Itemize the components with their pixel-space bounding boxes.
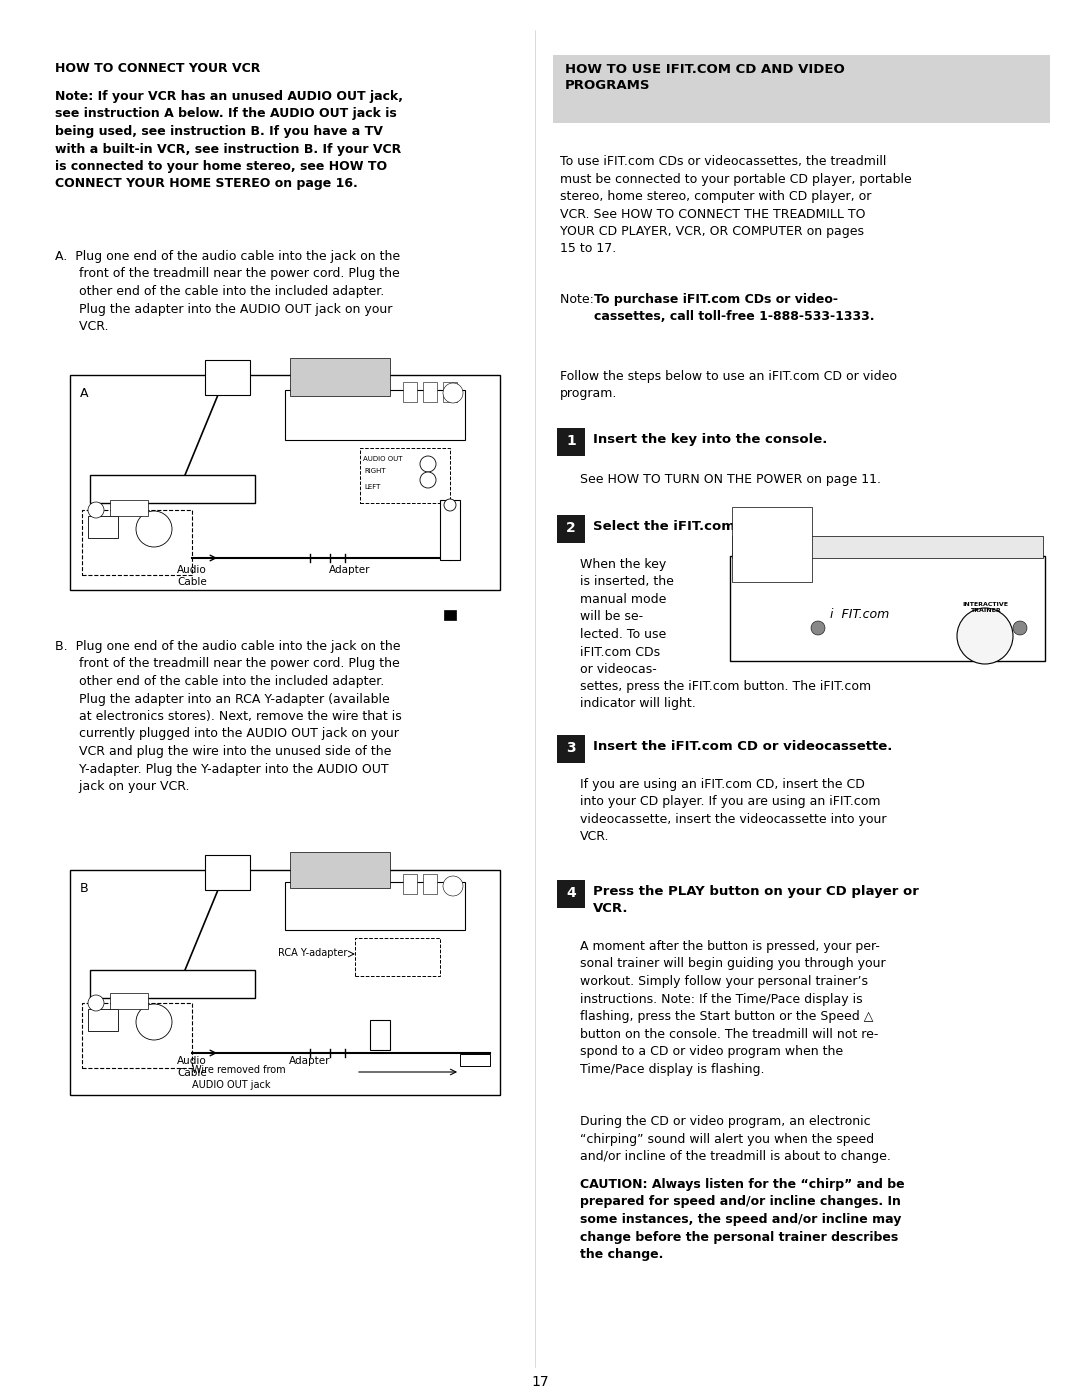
Text: Press the PLAY button on your CD player or
VCR.: Press the PLAY button on your CD player … bbox=[593, 886, 919, 915]
Text: Note: If your VCR has an unused AUDIO OUT jack,
see instruction A below. If the : Note: If your VCR has an unused AUDIO OU… bbox=[55, 89, 403, 190]
Text: 3: 3 bbox=[566, 740, 576, 754]
Text: A.  Plug one end of the audio cable into the jack on the
      front of the trea: A. Plug one end of the audio cable into … bbox=[55, 250, 400, 332]
Bar bbox=[355, 937, 440, 977]
Text: When the key
is inserted, the
manual mode
will be se-
lected. To use
iFIT.com CD: When the key is inserted, the manual mod… bbox=[580, 557, 674, 676]
Bar bbox=[90, 970, 255, 997]
Bar bbox=[291, 852, 390, 888]
Bar bbox=[370, 1020, 390, 1051]
Text: See HOW TO TURN ON THE POWER on page 11.: See HOW TO TURN ON THE POWER on page 11. bbox=[580, 474, 881, 486]
Bar bbox=[557, 427, 585, 455]
Text: B.  Plug one end of the audio cable into the jack on the
      front of the trea: B. Plug one end of the audio cable into … bbox=[55, 640, 402, 793]
Circle shape bbox=[811, 622, 825, 636]
Bar bbox=[360, 448, 450, 503]
Text: A moment after the button is pressed, your per-
sonal trainer will begin guiding: A moment after the button is pressed, yo… bbox=[580, 940, 886, 1076]
Bar bbox=[732, 507, 812, 583]
Bar bbox=[87, 515, 118, 538]
Bar bbox=[732, 536, 1043, 557]
Circle shape bbox=[136, 511, 172, 548]
Bar bbox=[440, 500, 460, 560]
Text: LEFT: LEFT bbox=[364, 483, 380, 490]
Text: During the CD or video program, an electronic
“chirping” sound will alert you wh: During the CD or video program, an elect… bbox=[580, 1115, 891, 1162]
Bar bbox=[70, 870, 500, 1095]
Text: Select the iFIT.com mode.: Select the iFIT.com mode. bbox=[593, 520, 786, 534]
Bar bbox=[553, 54, 1050, 123]
Circle shape bbox=[136, 1004, 172, 1039]
Circle shape bbox=[957, 608, 1013, 664]
Bar bbox=[403, 875, 417, 894]
Text: A: A bbox=[80, 387, 89, 400]
Text: Note:: Note: bbox=[561, 293, 598, 306]
Circle shape bbox=[420, 472, 436, 488]
Circle shape bbox=[443, 383, 463, 402]
Text: Follow the steps below to use an iFIT.com CD or video
program.: Follow the steps below to use an iFIT.co… bbox=[561, 370, 897, 401]
Bar bbox=[70, 374, 500, 590]
Circle shape bbox=[87, 995, 104, 1011]
Text: If you are using an iFIT.com CD, insert the CD
into your CD player. If you are u: If you are using an iFIT.com CD, insert … bbox=[580, 778, 887, 844]
Circle shape bbox=[420, 455, 436, 472]
Bar bbox=[205, 360, 249, 395]
Bar bbox=[730, 556, 1045, 661]
Text: CAUTION: Always listen for the “chirp” and be
prepared for speed and/or incline : CAUTION: Always listen for the “chirp” a… bbox=[580, 1178, 905, 1261]
Text: i  FIT.com: i FIT.com bbox=[831, 608, 889, 622]
Text: AUDIO OUT: AUDIO OUT bbox=[363, 455, 403, 462]
Text: Adapter: Adapter bbox=[329, 564, 370, 576]
Bar bbox=[285, 390, 465, 440]
Text: Adapter: Adapter bbox=[289, 1056, 330, 1066]
Text: 1: 1 bbox=[566, 434, 576, 448]
Text: To use iFIT.com CDs or videocassettes, the treadmill
must be connected to your p: To use iFIT.com CDs or videocassettes, t… bbox=[561, 155, 912, 256]
Circle shape bbox=[444, 499, 456, 511]
Text: HOW TO USE IFIT.COM CD AND VIDEO
PROGRAMS: HOW TO USE IFIT.COM CD AND VIDEO PROGRAM… bbox=[565, 63, 845, 92]
Bar bbox=[443, 381, 457, 402]
Bar bbox=[557, 735, 585, 763]
Bar bbox=[87, 1009, 118, 1031]
Bar bbox=[110, 993, 148, 1009]
Bar bbox=[423, 381, 437, 402]
Circle shape bbox=[1013, 622, 1027, 636]
Circle shape bbox=[87, 502, 104, 518]
Bar bbox=[285, 882, 465, 930]
Text: Audio
Cable: Audio Cable bbox=[177, 564, 207, 587]
Text: INTERACTIVE
TRAINER: INTERACTIVE TRAINER bbox=[962, 602, 1008, 613]
Bar bbox=[82, 510, 192, 576]
Text: 4: 4 bbox=[566, 886, 576, 900]
Text: 17: 17 bbox=[531, 1375, 549, 1389]
Text: B: B bbox=[80, 882, 89, 895]
Text: 2: 2 bbox=[566, 521, 576, 535]
Text: Insert the key into the console.: Insert the key into the console. bbox=[593, 433, 827, 446]
Text: Audio
Cable: Audio Cable bbox=[177, 1056, 207, 1077]
Bar bbox=[460, 1053, 490, 1066]
Text: Insert the iFIT.com CD or videocassette.: Insert the iFIT.com CD or videocassette. bbox=[593, 740, 892, 753]
Circle shape bbox=[443, 876, 463, 895]
Text: To purchase iFIT.com CDs or video-
cassettes, call toll-free 1-888-533-1333.: To purchase iFIT.com CDs or video- casse… bbox=[594, 293, 875, 324]
Bar bbox=[403, 381, 417, 402]
Bar bbox=[82, 1003, 192, 1067]
Bar bbox=[110, 500, 148, 515]
Text: RCA Y-adapter: RCA Y-adapter bbox=[278, 949, 348, 958]
Bar bbox=[444, 610, 456, 620]
Bar bbox=[557, 515, 585, 543]
Bar bbox=[90, 475, 255, 503]
Text: AUDIO OUT jack: AUDIO OUT jack bbox=[192, 1080, 270, 1090]
Text: settes, press the iFIT.com button. The iFIT.com
indicator will light.: settes, press the iFIT.com button. The i… bbox=[580, 680, 872, 711]
Text: RIGHT: RIGHT bbox=[364, 468, 386, 474]
Text: Wire removed from: Wire removed from bbox=[192, 1065, 285, 1076]
Text: HOW TO CONNECT YOUR VCR: HOW TO CONNECT YOUR VCR bbox=[55, 61, 260, 75]
Bar bbox=[291, 358, 390, 395]
Bar bbox=[205, 855, 249, 890]
Bar bbox=[557, 880, 585, 908]
Bar bbox=[423, 875, 437, 894]
